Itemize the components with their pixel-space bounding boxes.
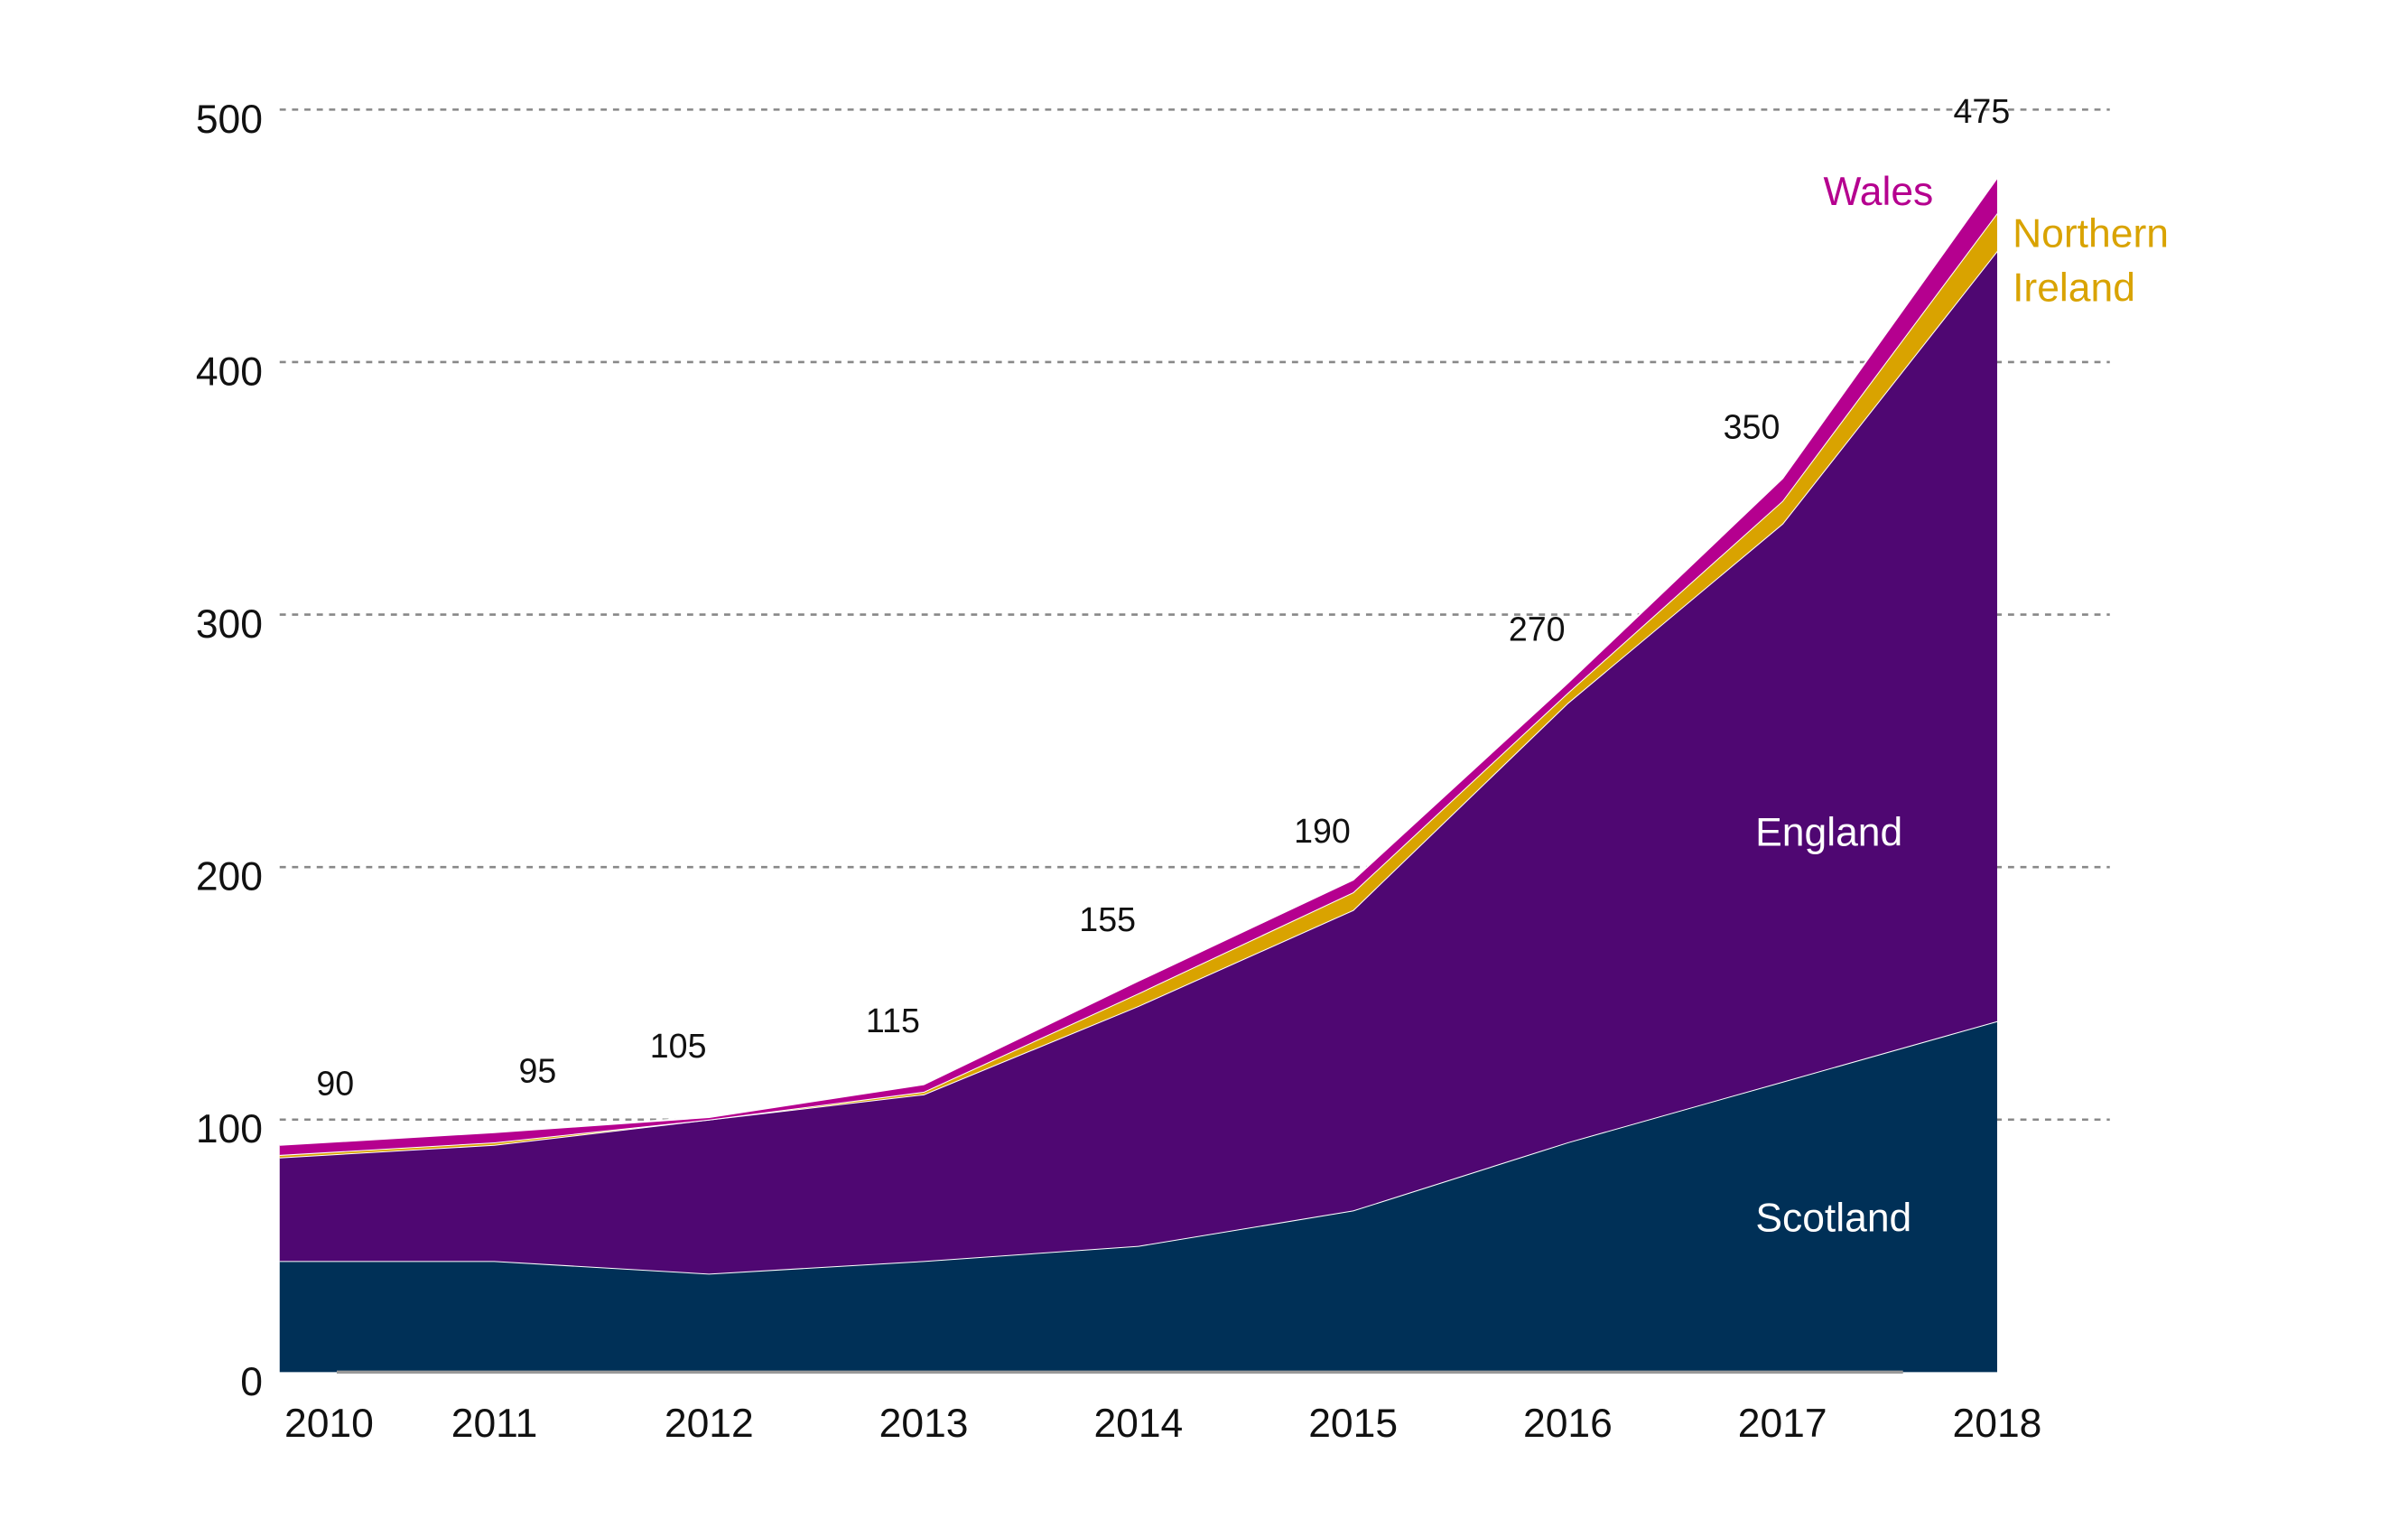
x-tick-label: 2017 — [1738, 1402, 1827, 1446]
x-tick-label: 2016 — [1523, 1402, 1613, 1446]
series-label: Scotland — [1755, 1197, 1911, 1241]
y-tick-label: 200 — [196, 855, 263, 899]
x-tick-label: 2015 — [1308, 1402, 1398, 1446]
x-tick-label: 2013 — [879, 1402, 969, 1446]
x-tick-label: 2014 — [1093, 1402, 1183, 1446]
x-tick-label: 2011 — [451, 1402, 538, 1446]
x-tick-label: 2010 — [284, 1402, 374, 1446]
series-label-box: Northern Ireland — [2013, 210, 2169, 311]
total-label: 190 — [1294, 812, 1351, 850]
y-tick-label: 400 — [196, 349, 263, 394]
series-label: Northern Ireland — [2013, 210, 2169, 311]
total-label: 90 — [316, 1065, 354, 1103]
series-label: Wales — [1823, 170, 1933, 214]
area — [279, 1020, 1997, 1373]
total-label: 115 — [866, 1002, 920, 1039]
x-tick-label: 2018 — [1953, 1402, 2042, 1446]
y-tick-label: 300 — [196, 602, 263, 647]
total-label: 350 — [1724, 408, 1780, 446]
series-label: England — [1755, 810, 1902, 854]
area — [279, 250, 1997, 1274]
y-tick-label: 100 — [196, 1107, 263, 1151]
total-label: 155 — [1079, 900, 1136, 938]
total-label: 95 — [518, 1052, 556, 1090]
y-tick-label: 500 — [196, 98, 263, 142]
total-label: 475 — [1954, 92, 2011, 130]
x-tick-label: 2012 — [665, 1402, 754, 1446]
area-edge — [279, 177, 1998, 1146]
total-label: 270 — [1509, 610, 1566, 648]
total-label: 105 — [650, 1027, 707, 1065]
y-tick-label: 0 — [240, 1360, 263, 1404]
